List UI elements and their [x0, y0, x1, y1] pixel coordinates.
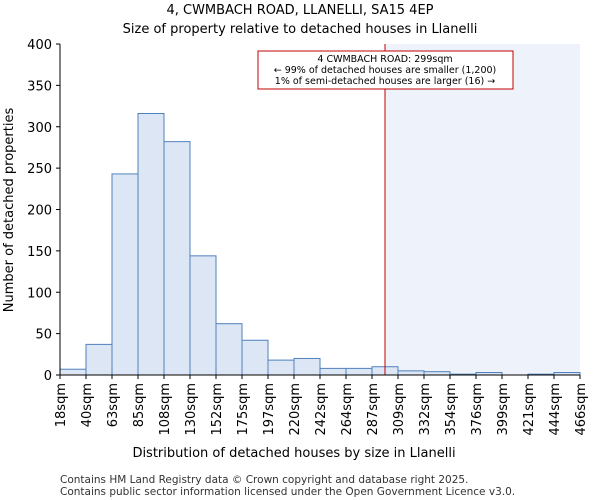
x-tick-label: 220sqm	[288, 383, 303, 436]
histogram-bar	[85, 343, 113, 376]
y-tick-label: 0	[44, 369, 52, 384]
chart-title: 4, CWMBACH ROAD, LLANELLI, SA15 4EP	[166, 3, 433, 18]
x-tick-label: 466sqm	[574, 383, 589, 436]
x-tick-label: 354sqm	[444, 383, 459, 436]
x-tick-label: 40sqm	[80, 383, 95, 427]
x-tick-label: 287sqm	[366, 383, 381, 436]
y-tick-label: 150	[27, 245, 52, 260]
footer-line-1: Contains HM Land Registry data © Crown c…	[60, 474, 468, 486]
histogram-bar	[241, 339, 269, 376]
x-tick-label: 421sqm	[522, 383, 537, 436]
y-tick-label: 350	[27, 79, 52, 94]
x-axis-label: Distribution of detached houses by size …	[132, 446, 455, 461]
x-tick-label: 309sqm	[392, 383, 407, 436]
y-tick-label: 200	[27, 204, 52, 219]
x-tick-label: 108sqm	[158, 383, 173, 436]
histogram-bar	[267, 359, 295, 376]
annotation-line-1: 4 CWMBACH ROAD: 299sqm	[317, 54, 452, 65]
x-tick-label: 376sqm	[470, 383, 485, 436]
property-annotation: 4 CWMBACH ROAD: 299sqm ← 99% of detached…	[257, 50, 514, 90]
x-tick-label: 399sqm	[496, 383, 511, 436]
histogram-bar	[397, 370, 425, 376]
histogram-bar	[137, 113, 165, 376]
histogram-bar	[59, 368, 87, 376]
x-tick-label: 152sqm	[210, 383, 225, 436]
larger-region-shade	[385, 44, 580, 375]
x-tick-label: 197sqm	[262, 383, 277, 436]
histogram-bar	[189, 255, 217, 376]
annotation-line-2: ← 99% of detached houses are smaller (1,…	[274, 65, 497, 76]
annotation-box	[257, 50, 514, 90]
x-tick-label: 264sqm	[340, 383, 355, 436]
histogram-bar	[215, 323, 243, 376]
y-tick-label: 100	[27, 286, 52, 301]
y-tick-label: 300	[27, 121, 52, 136]
y-tick-label: 400	[27, 38, 52, 53]
y-tick-label: 250	[27, 162, 52, 177]
x-tick-label: 175sqm	[236, 383, 251, 436]
y-axis-label: Number of detached properties	[2, 108, 17, 313]
x-tick-label: 18sqm	[54, 383, 69, 427]
histogram-bar	[111, 173, 139, 376]
x-tick-label: 85sqm	[132, 383, 147, 427]
histogram-bar	[293, 357, 321, 376]
histogram-bar	[319, 367, 347, 376]
footer-line-2: Contains public sector information licen…	[60, 486, 515, 498]
x-tick-label: 332sqm	[418, 383, 433, 436]
x-tick-label: 444sqm	[548, 383, 563, 436]
histogram-bar	[345, 367, 373, 376]
chart-subtitle: Size of property relative to detached ho…	[123, 22, 478, 37]
x-tick-label: 63sqm	[106, 383, 121, 427]
x-tick-label: 130sqm	[184, 383, 199, 436]
x-tick-label: 242sqm	[314, 383, 329, 436]
y-tick-label: 50	[35, 328, 52, 343]
annotation-line-3: 1% of semi-detached houses are larger (1…	[275, 76, 495, 87]
histogram-bar	[163, 141, 191, 376]
